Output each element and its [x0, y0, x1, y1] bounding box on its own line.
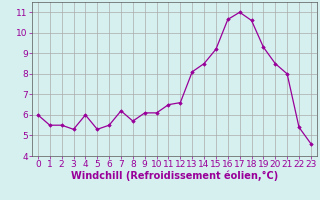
- X-axis label: Windchill (Refroidissement éolien,°C): Windchill (Refroidissement éolien,°C): [71, 171, 278, 181]
